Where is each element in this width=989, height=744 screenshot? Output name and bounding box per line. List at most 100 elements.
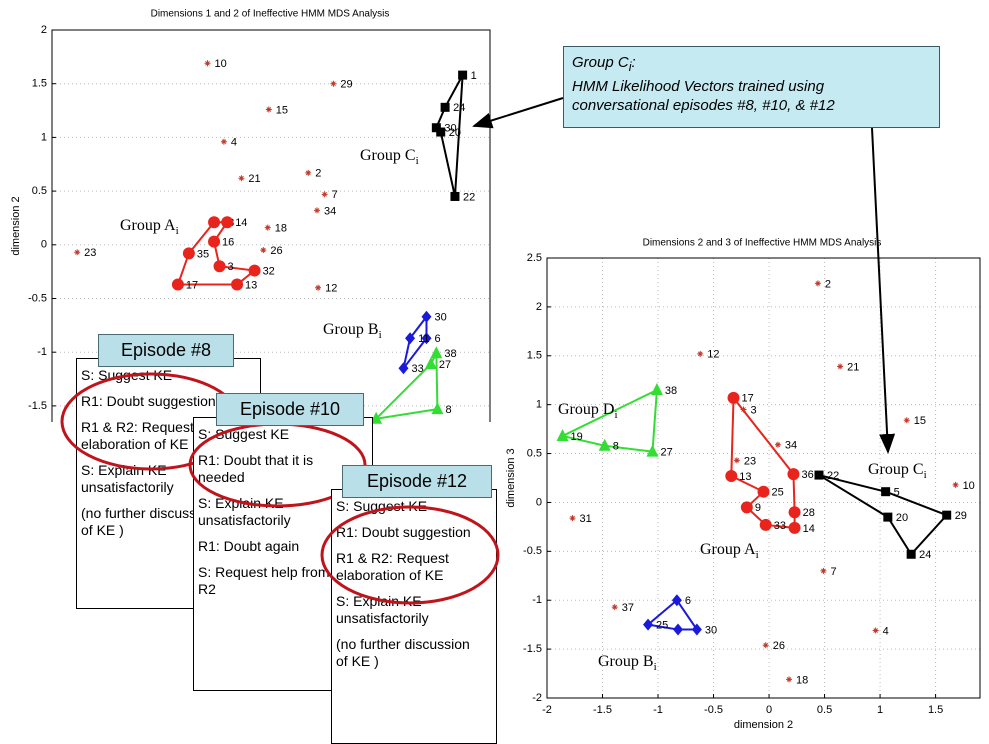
group-point bbox=[421, 310, 432, 323]
point-label: 35 bbox=[197, 248, 209, 260]
group-sub: i bbox=[176, 225, 179, 237]
point-label: 12 bbox=[707, 349, 719, 361]
y-tick-label: 2 bbox=[536, 301, 542, 313]
point-label: 29 bbox=[955, 510, 967, 522]
point-label: 15 bbox=[276, 104, 288, 116]
point-label: 26 bbox=[270, 245, 282, 257]
group-point bbox=[370, 411, 383, 424]
point-label: 3 bbox=[228, 261, 234, 273]
point-label: 20 bbox=[896, 512, 908, 524]
point-label: 6 bbox=[685, 595, 691, 607]
group-point bbox=[942, 510, 952, 520]
point-label: 34 bbox=[785, 440, 797, 452]
group-point bbox=[881, 487, 891, 497]
y-axis-label: dimension 3 bbox=[505, 448, 517, 507]
x-tick-label: 1.5 bbox=[928, 704, 943, 716]
episode-line: (no further discussion of KE ) bbox=[336, 636, 470, 669]
y-tick-label: 1 bbox=[536, 399, 542, 411]
x-tick-label: 0 bbox=[766, 704, 772, 716]
y-tick-label: -0.5 bbox=[28, 292, 47, 304]
y-tick-label: 0 bbox=[536, 496, 542, 508]
episode-line: R1: Doubt suggestion bbox=[336, 524, 471, 540]
point-label: 33 bbox=[774, 520, 786, 532]
group-point bbox=[450, 191, 460, 201]
group-point bbox=[430, 346, 443, 359]
point-label: 38 bbox=[444, 348, 456, 360]
group-sub: i bbox=[924, 469, 927, 481]
y-tick-label: -1 bbox=[532, 594, 542, 606]
point bbox=[321, 191, 328, 198]
group-point bbox=[787, 468, 800, 481]
x-tick-label: -0.5 bbox=[704, 704, 723, 716]
point bbox=[313, 207, 320, 214]
x-axis-label: dimension 2 bbox=[734, 719, 793, 731]
y-tick-label: -1 bbox=[37, 346, 47, 358]
group-label: Group Ai bbox=[700, 541, 759, 561]
point-label: 10 bbox=[214, 58, 226, 70]
point bbox=[305, 169, 312, 176]
x-tick-label: -1 bbox=[653, 704, 663, 716]
episode-line: S: Suggest KE bbox=[198, 426, 290, 442]
point-label: 20 bbox=[449, 127, 461, 139]
group-point bbox=[440, 102, 450, 112]
chart-title: Dimensions 1 and 2 of Ineffective HMM MD… bbox=[151, 9, 390, 20]
point-label: 14 bbox=[235, 217, 247, 229]
group-point bbox=[221, 216, 234, 229]
y-tick-label: -0.5 bbox=[523, 545, 542, 557]
plot-frame bbox=[546, 257, 981, 699]
chart: Dimensions 2 and 3 of Ineffective HMM MD… bbox=[505, 238, 981, 731]
point-label: 25 bbox=[772, 487, 784, 499]
point-label: 24 bbox=[919, 549, 931, 561]
y-tick-label: 2 bbox=[41, 24, 47, 36]
callout: Group Ci: HMM Likelihood Vectors trained… bbox=[563, 46, 940, 128]
point-label: 27 bbox=[439, 359, 451, 371]
group-point bbox=[436, 127, 446, 137]
group-point bbox=[727, 391, 740, 404]
point-label: 19 bbox=[571, 431, 583, 443]
group-point bbox=[671, 594, 682, 607]
point bbox=[315, 284, 322, 291]
x-tick-label: 0.5 bbox=[817, 704, 832, 716]
group-name: Group C bbox=[868, 461, 924, 478]
plot-frame bbox=[51, 29, 491, 422]
group-label: Group Ai bbox=[120, 217, 179, 237]
highlight-ellipse bbox=[320, 505, 500, 605]
point-label: 9 bbox=[755, 502, 761, 514]
point-label: 18 bbox=[796, 674, 808, 686]
point-label: 3 bbox=[751, 404, 757, 416]
episode-line: S: Explain KE unsatisfactorily bbox=[81, 462, 174, 495]
point-label: 7 bbox=[332, 189, 338, 201]
point-label: 30 bbox=[705, 624, 717, 636]
point-label: 16 bbox=[222, 236, 234, 248]
point bbox=[611, 604, 618, 611]
point-label: 32 bbox=[263, 265, 275, 277]
point-label: 25 bbox=[656, 620, 668, 632]
group-point bbox=[556, 428, 569, 441]
callout-sub: i bbox=[628, 60, 632, 74]
group-name: Group B bbox=[323, 321, 379, 338]
point bbox=[330, 80, 337, 87]
group-label: Group Ci bbox=[868, 461, 927, 481]
group-point bbox=[643, 618, 654, 631]
point-label: 2 bbox=[825, 278, 831, 290]
callout-line: HMM Likelihood Vectors trained using bbox=[572, 78, 825, 95]
point-label: 8 bbox=[445, 404, 451, 416]
group-point bbox=[424, 357, 437, 370]
episode-line: S: Request help from R2 bbox=[198, 564, 330, 597]
group-point bbox=[182, 247, 195, 260]
group-point bbox=[814, 470, 824, 480]
point bbox=[569, 515, 576, 522]
group-point bbox=[431, 402, 444, 415]
group-point bbox=[650, 383, 663, 395]
group-point bbox=[421, 332, 432, 345]
point-label: 22 bbox=[463, 191, 475, 203]
episode-line: S: Explain KE unsatisfactorily bbox=[336, 593, 429, 626]
point-label: 1 bbox=[471, 70, 477, 82]
point bbox=[265, 106, 272, 113]
point-label: 13 bbox=[245, 279, 257, 291]
point bbox=[820, 567, 827, 574]
point-label: 27 bbox=[660, 447, 672, 459]
point-label: 7 bbox=[830, 566, 836, 578]
